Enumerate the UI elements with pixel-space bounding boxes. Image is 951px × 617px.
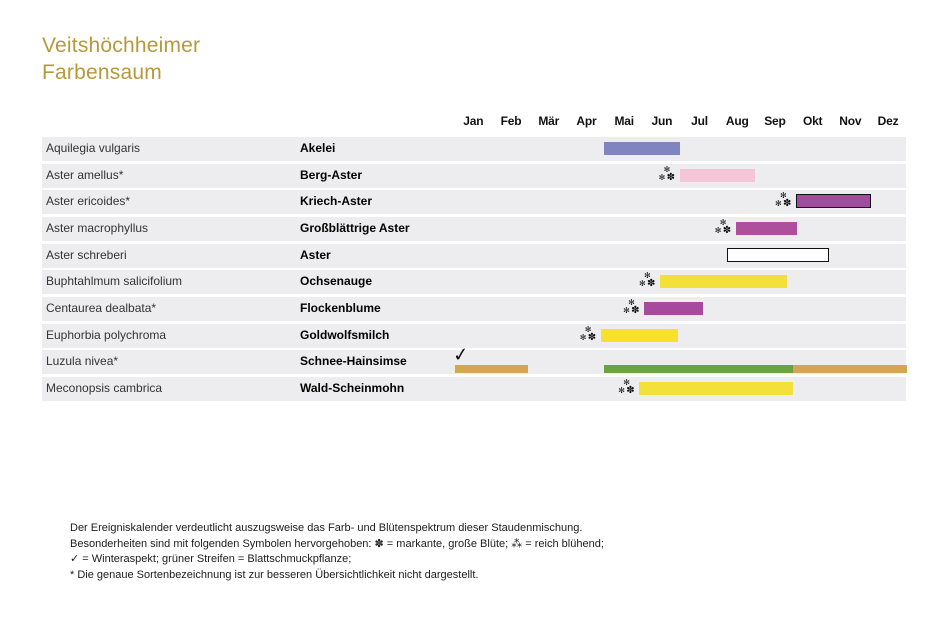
legend-text: Der Ereigniskalender verdeutlicht auszug… [70,521,604,583]
bloom-bar [639,381,793,395]
flower-icon: ✽ [587,331,597,343]
bloom-bar [603,142,680,155]
table-row: Euphorbia polychroma Goldwolfsmilch ✻ ✻ ✽ [42,323,906,348]
month-label-jun: Jun [651,114,673,128]
asterisk-icon: ✻ [714,225,722,235]
german-name: Aster [300,247,331,262]
bloom-symbol-icon: ✻ ✻ ✽ [714,217,733,239]
asterisk-icon: ✻ [623,377,630,387]
month-label-apr: Apr [576,114,597,128]
bloom-bar [679,168,756,182]
month-label-mär: Mär [538,114,560,128]
title-line-1: Veitshöchheimer [42,34,201,57]
bloom-bar [727,247,829,262]
asterisk-icon: ✻ [658,172,666,182]
flower-icon: ✽ [626,384,635,396]
winter-check-icon: ✓ [451,344,470,367]
foliage-stripe [793,365,907,374]
asterisk-icon: ✻ [623,305,630,315]
month-label-jan: Jan [463,114,484,128]
german-name: Berg-Aster [300,167,363,182]
bloom-symbol-icon: ✻ ✻ ✽ [775,192,793,212]
table-row: Meconopsis cambrica Wald-Scheinmohn ✻ ✻ ✽ [42,376,906,401]
foliage-stripe [454,365,528,374]
latin-name: Aster amellus* [46,167,124,182]
asterisk-icon: ✻ [628,297,635,307]
bloom-symbol-icon: ✻ ✻ ✽ [618,377,636,399]
german-name: Wald-Scheinmohn [300,380,405,395]
month-label-jul: Jul [691,114,708,128]
asterisk-icon: ✻ [780,191,787,201]
latin-name: Aster schreberi [46,247,127,262]
month-label-sep: Sep [764,114,786,128]
bloom-symbol-icon: ✻ ✻ ✽ [639,272,657,292]
latin-name: Aquilegia vulgaris [46,141,141,155]
bloom-bar [735,221,797,235]
table-row: Aster amellus* Berg-Aster ✻ ✻ ✽ [42,163,906,188]
flower-icon: ✽ [646,278,656,290]
flower-icon: ✽ [783,198,792,210]
latin-name: Euphorbia polychroma [46,327,167,342]
table-row: Aquilegia vulgaris Akelei [42,137,906,161]
asterisk-icon: ✻ [579,332,587,342]
table-row: Aster macrophyllus Großblättrige Aster ✻ ✻ ✽ [42,216,906,241]
bloom-bar [600,328,679,342]
month-label-feb: Feb [500,114,522,128]
month-label-dez: Dez [877,114,899,128]
german-name: Schnee-Hainsimse [300,354,407,369]
month-label-okt: Okt [802,114,823,128]
german-name: Goldwolfsmilch [300,327,390,342]
asterisk-icon: ✻ [643,271,651,281]
month-label-nov: Nov [839,114,862,128]
asterisk-icon: ✻ [775,199,782,209]
bloom-symbol-icon: ✻ ✻ ✽ [623,297,641,319]
title-line-2: Farbensaum [42,61,162,84]
month-label-aug: Aug [725,114,749,128]
table-row: Centaurea dealbata* Flockenblume ✻ ✻ ✽ [42,296,906,321]
german-name: Kriech-Aster [300,194,373,209]
latin-name: Centaurea dealbata* [46,300,157,315]
bloom-symbol-icon: ✻ ✻ ✽ [658,164,677,186]
latin-name: Aster ericoides* [46,194,131,209]
bloom-bar [659,275,787,289]
flower-icon: ✽ [631,304,640,316]
flower-icon: ✽ [722,224,732,236]
bloom-symbol-icon: ✻ ✻ ✽ [579,324,598,346]
legend-line: Besonderheiten sind mit folgenden Symbol… [70,537,604,550]
german-name: Großblättrige Aster [300,220,410,235]
asterisk-icon: ✻ [663,164,671,174]
latin-name: Luzula nivea* [46,354,119,369]
german-name: Ochsenauge [300,274,373,289]
table-row: Luzula nivea* Schnee-Hainsimse ✓ [42,344,907,375]
legend-line: Der Ereigniskalender verdeutlicht auszug… [70,522,583,534]
page-title: Veitshöchheimer Farbensaum [42,32,200,86]
asterisk-icon: ✻ [638,279,646,289]
latin-name: Aster macrophyllus [46,220,149,235]
legend-line: * Die genaue Sortenbezeichnung ist zur b… [70,568,479,581]
german-name: Akelei [300,141,336,155]
latin-name: Meconopsis cambrica [46,380,163,395]
legend-line: ✓ = Winteraspekt; grüner Streifen = Blat… [70,553,352,565]
flower-icon: ✽ [666,171,675,183]
asterisk-icon: ✻ [719,217,727,227]
table-row: Aster ericoides* Kriech-Aster ✻ ✻ ✽ [42,190,906,215]
german-name: Flockenblume [300,300,381,315]
bloom-bar [796,194,872,209]
asterisk-icon: ✻ [584,324,592,334]
table-row: Buphtahlmum salicifolium Ochsenauge ✻ ✻ ✽ [42,270,906,295]
table-row: Aster schreberi Aster [42,243,906,268]
latin-name: Buphtahlmum salicifolium [46,274,183,289]
bloom-bar [644,301,703,315]
asterisk-icon: ✻ [618,385,625,395]
month-label-mai: Mai [614,114,634,128]
foliage-stripe [604,365,794,374]
